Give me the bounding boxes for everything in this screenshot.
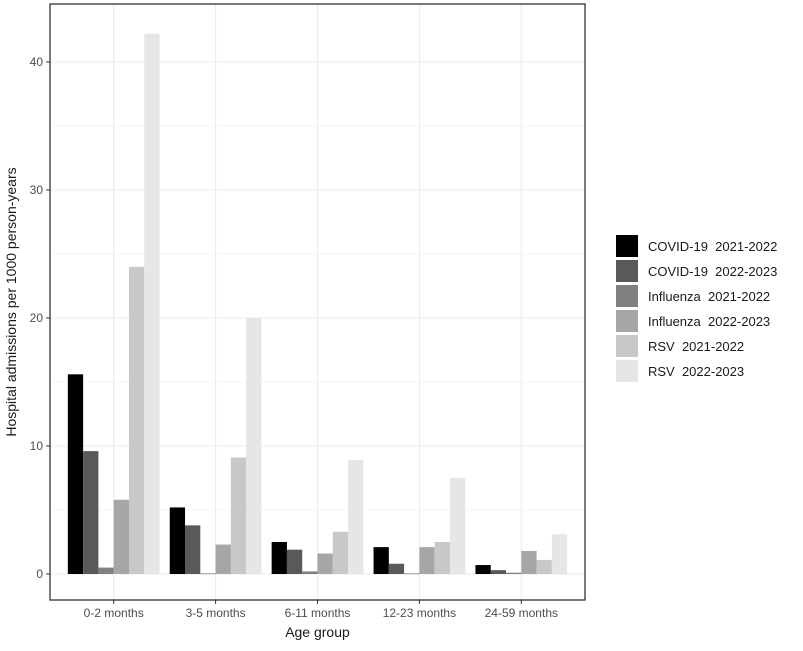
bar-6-11-months-series-0: [271, 542, 287, 574]
bar-12-23-months-series-3: [419, 547, 435, 574]
y-tick-label: 40: [30, 55, 44, 69]
bar-24-59-months-series-1: [490, 570, 507, 574]
bar-6-11-months-series-4: [332, 531, 349, 574]
bar-3-5-months-series-4: [230, 457, 247, 574]
legend-key: [616, 360, 638, 382]
x-tick-label: 3-5 months: [186, 606, 246, 620]
legend-item: RSV 2022-2023: [616, 359, 777, 383]
bar-6-11-months-series-1: [286, 549, 303, 574]
bar-12-23-months-series-4: [434, 542, 450, 574]
legend-label: Influenza 2021-2022: [648, 288, 771, 304]
y-axis-title: Hospital admissions per 1000 person-year…: [3, 167, 19, 436]
bar-3-5-months-series-5: [246, 318, 262, 574]
legend-key: [616, 260, 638, 282]
bar-24-59-months-series-0: [475, 565, 491, 574]
y-tick-label: 0: [36, 567, 43, 581]
bar-0-2-months-series-5: [144, 33, 160, 574]
bar-24-59-months-series-4: [536, 559, 552, 574]
legend-key: [616, 285, 638, 307]
bar-3-5-months-series-2: [200, 573, 216, 575]
legend-label: Influenza 2022-2023: [648, 313, 771, 329]
x-tick-label: 24-59 months: [485, 606, 558, 620]
bar-12-23-months-series-0: [373, 547, 389, 574]
legend-item: COVID-19 2021-2022: [616, 234, 777, 258]
legend-label: RSV 2021-2022: [648, 338, 745, 354]
bar-0-2-months-series-4: [128, 266, 145, 574]
x-axis-title: Age group: [285, 624, 350, 640]
bar-0-2-months-series-2: [98, 567, 114, 574]
bar-24-59-months-series-2: [506, 572, 522, 574]
legend-label: RSV 2022-2023: [648, 363, 745, 379]
bar-6-11-months-series-5: [348, 460, 364, 574]
x-tick-label: 0-2 months: [84, 606, 144, 620]
bar-3-5-months-series-0: [169, 507, 186, 574]
legend-item: COVID-19 2022-2023: [616, 259, 777, 283]
legend-label: COVID-19 2021-2022: [648, 238, 778, 254]
bar-6-11-months-series-2: [302, 571, 318, 574]
bar-24-59-months-series-5: [551, 534, 568, 574]
legend-item: Influenza 2021-2022: [616, 284, 777, 308]
bar-0-2-months-series-3: [113, 499, 129, 574]
legend-key: [616, 335, 638, 357]
x-tick-label: 12-23 months: [383, 606, 456, 620]
legend-item: RSV 2021-2022: [616, 334, 777, 358]
bar-3-5-months-series-3: [215, 544, 231, 574]
y-tick-label: 10: [30, 439, 44, 453]
bar-0-2-months-series-1: [83, 451, 99, 574]
bar-12-23-months-series-2: [404, 573, 420, 575]
bar-0-2-months-series-0: [67, 374, 84, 574]
bar-24-59-months-series-3: [521, 550, 537, 574]
bar-12-23-months-series-1: [388, 563, 405, 574]
y-tick-label: 30: [30, 183, 44, 197]
bar-3-5-months-series-1: [185, 525, 201, 574]
legend-key: [616, 310, 638, 332]
legend-key: [616, 235, 638, 257]
bar-6-11-months-series-3: [317, 553, 333, 574]
bar-12-23-months-series-5: [449, 478, 466, 574]
legend-item: Influenza 2022-2023: [616, 309, 777, 333]
y-tick-label: 20: [30, 311, 44, 325]
legend: COVID-19 2021-2022 COVID-19 2022-2023 Infl…: [616, 234, 777, 384]
legend-label: COVID-19 2022-2023: [648, 263, 778, 279]
x-tick-label: 6-11 months: [285, 606, 351, 620]
